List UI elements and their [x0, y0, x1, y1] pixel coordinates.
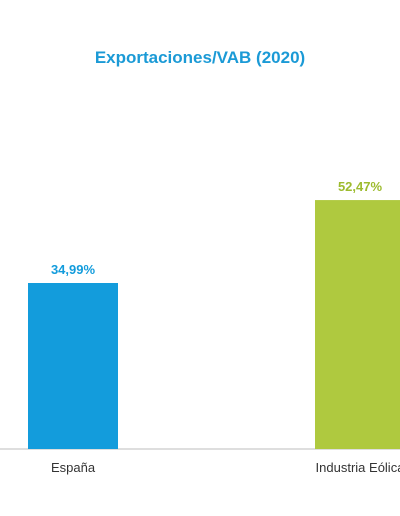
category-label-industria-eolica: Industria Eólica	[316, 460, 400, 475]
category-labels-group: España Industria Eólica	[51, 460, 400, 475]
bars-group	[28, 200, 400, 449]
value-label-industria-eolica: 52,47%	[338, 179, 383, 194]
value-labels-group: 34,99% 52,47%	[51, 179, 383, 277]
chart-title: Exportaciones/VAB (2020)	[94, 48, 306, 67]
category-label-espana: España	[51, 460, 96, 475]
bar-industria-eolica	[315, 200, 400, 449]
bar-espana	[28, 283, 118, 449]
value-label-espana: 34,99%	[51, 262, 96, 277]
